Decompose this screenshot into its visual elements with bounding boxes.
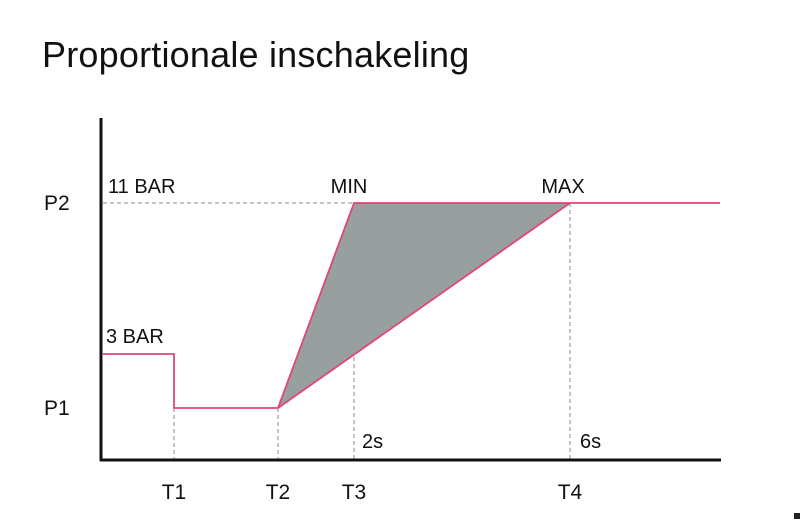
annotation-2s: 2s [362,431,383,453]
x-tick-t3: T3 [342,481,367,504]
annotation-3-bar: 3 BAR [106,326,164,348]
chart-title: Proportionale inschakeling [42,34,470,75]
y-tick-p1: P1 [44,397,70,420]
annotation-6s: 6s [580,431,601,453]
y-tick-p2: P2 [44,192,70,215]
x-tick-t4: T4 [558,481,583,504]
series-min-line [103,202,720,409]
x-tick-t1: T1 [162,481,187,504]
x-tick-t2: T2 [266,481,291,504]
annotation-11-bar: 11 BAR [108,176,175,198]
corner-mark [794,513,800,519]
series-max-line [277,202,571,409]
annotation-min: MIN [331,176,368,198]
annotation-max: MAX [541,176,584,198]
